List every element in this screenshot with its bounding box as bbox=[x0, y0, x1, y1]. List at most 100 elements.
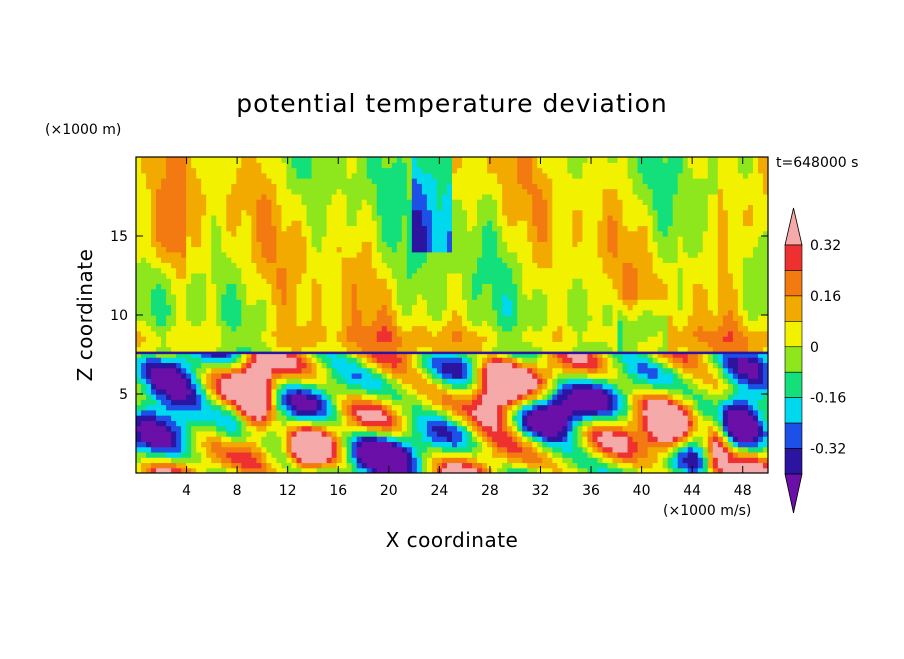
field-cell bbox=[446, 246, 453, 253]
field-cell bbox=[181, 178, 187, 184]
field-cell bbox=[266, 278, 273, 284]
field-cell bbox=[436, 357, 443, 363]
field-cell bbox=[426, 383, 433, 390]
field-cell bbox=[416, 378, 423, 385]
field-cell bbox=[522, 267, 528, 274]
field-cell bbox=[517, 278, 523, 284]
field-cell bbox=[236, 278, 242, 284]
field-cell bbox=[426, 262, 433, 269]
field-cell bbox=[462, 451, 468, 458]
field-cell bbox=[251, 199, 257, 205]
field-cell bbox=[386, 325, 393, 332]
field-cell bbox=[346, 257, 353, 263]
field-cell bbox=[462, 430, 468, 437]
field-cell bbox=[236, 299, 242, 306]
field-cell bbox=[281, 272, 288, 279]
field-cell bbox=[381, 315, 388, 321]
field-cell bbox=[306, 409, 313, 416]
field-cell bbox=[457, 209, 463, 216]
field-cell bbox=[497, 251, 503, 258]
field-cell bbox=[457, 193, 463, 200]
field-cell bbox=[482, 230, 488, 237]
field-cell bbox=[492, 415, 498, 421]
field-cell bbox=[151, 283, 157, 290]
field-cell bbox=[201, 251, 207, 258]
field-cell bbox=[301, 330, 308, 337]
field-cell bbox=[226, 278, 232, 284]
field-cell bbox=[406, 351, 413, 358]
field-cell bbox=[201, 193, 207, 200]
field-cell bbox=[507, 430, 513, 437]
field-cell bbox=[346, 341, 353, 348]
field-cell bbox=[446, 236, 453, 242]
field-cell bbox=[492, 172, 498, 179]
field-cell bbox=[186, 430, 192, 437]
field-cell bbox=[226, 404, 232, 411]
field-cell bbox=[472, 199, 478, 205]
field-cell bbox=[216, 336, 222, 342]
field-cell bbox=[431, 467, 438, 473]
field-cell bbox=[351, 246, 358, 253]
field-cell bbox=[446, 157, 453, 163]
field-cell bbox=[311, 225, 318, 232]
field-cell bbox=[211, 267, 217, 274]
field-cell bbox=[406, 394, 413, 400]
field-cell bbox=[211, 420, 217, 427]
field-cell bbox=[236, 420, 242, 427]
field-cell bbox=[457, 383, 463, 390]
field-cell bbox=[201, 278, 207, 284]
field-cell bbox=[492, 199, 498, 205]
field-cell bbox=[446, 188, 453, 195]
field-cell bbox=[457, 246, 463, 253]
field-cell bbox=[301, 241, 308, 248]
field-cell bbox=[221, 415, 227, 421]
field-cell bbox=[547, 272, 553, 279]
field-cell bbox=[416, 425, 423, 432]
field-cell bbox=[431, 172, 438, 179]
field-cell bbox=[261, 162, 268, 169]
field-cell bbox=[391, 304, 398, 311]
field-cell bbox=[266, 409, 273, 416]
field-cell bbox=[346, 183, 353, 190]
field-cell bbox=[301, 162, 308, 169]
field-cell bbox=[151, 388, 157, 395]
field-cell bbox=[497, 325, 503, 332]
field-cell bbox=[221, 299, 227, 306]
field-cell bbox=[176, 362, 182, 369]
field-cell bbox=[236, 225, 242, 232]
field-cell bbox=[136, 267, 142, 274]
field-cell bbox=[416, 209, 423, 216]
field-cell bbox=[166, 325, 172, 332]
field-cell bbox=[181, 262, 187, 269]
field-cell bbox=[171, 372, 177, 379]
field-cell bbox=[426, 214, 433, 221]
field-cell bbox=[512, 288, 518, 295]
field-cell bbox=[301, 336, 308, 342]
field-cell bbox=[326, 230, 333, 237]
field-cell bbox=[266, 325, 273, 332]
field-cell bbox=[477, 204, 483, 211]
field-cell bbox=[236, 315, 242, 321]
field-cell bbox=[532, 246, 538, 253]
field-cell bbox=[246, 367, 252, 374]
field-cell bbox=[286, 209, 293, 216]
field-cell bbox=[376, 162, 383, 169]
field-cell bbox=[336, 394, 343, 400]
field-cell bbox=[331, 436, 338, 442]
field-cell bbox=[161, 188, 167, 195]
field-cell bbox=[206, 467, 212, 473]
field-cell bbox=[311, 357, 318, 363]
field-cell bbox=[151, 446, 157, 453]
field-cell bbox=[186, 388, 192, 395]
field-cell bbox=[266, 346, 273, 353]
field-cell bbox=[376, 199, 383, 205]
field-cell bbox=[216, 330, 222, 337]
field-cell bbox=[391, 272, 398, 279]
field-cell bbox=[251, 299, 257, 306]
field-cell bbox=[321, 430, 328, 437]
field-cell bbox=[226, 304, 232, 311]
field-cell bbox=[156, 246, 162, 253]
field-cell bbox=[416, 404, 423, 411]
field-cell bbox=[286, 225, 293, 232]
field-cell bbox=[446, 220, 453, 227]
